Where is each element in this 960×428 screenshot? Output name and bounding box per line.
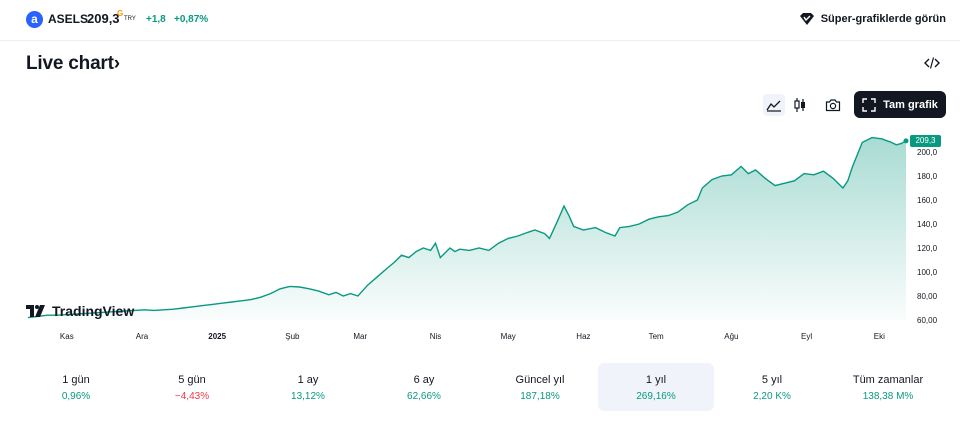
tradingview-logo[interactable]: TradingView xyxy=(26,303,134,319)
x-axis-tick-label: 2025 xyxy=(208,332,226,341)
live-chart-title-text: Live chart xyxy=(26,53,114,74)
symbol-header-bar: a ASELS 209,3 G TRY +1,8 +0,87% Süper-gr… xyxy=(0,0,960,41)
period-tab[interactable]: 6 ay 62,66% xyxy=(366,363,482,411)
candlestick-icon xyxy=(794,98,805,112)
super-charts-link[interactable]: Süper-grafiklerde görün xyxy=(799,12,946,26)
x-axis-tick-label: Eyl xyxy=(801,332,812,341)
period-tab[interactable]: 1 ay 13,12% xyxy=(250,363,366,411)
period-change-value: 2,20 K% xyxy=(753,391,791,402)
candlestick-button[interactable] xyxy=(789,94,811,116)
period-change-value: −4,43% xyxy=(174,391,210,402)
x-axis-tick-label: May xyxy=(501,332,516,341)
chevron-right-icon: › xyxy=(113,53,120,74)
y-axis-tick-label: 140,0 xyxy=(917,220,938,229)
period-change-value: 62,66% xyxy=(407,391,441,402)
period-label: 1 gün xyxy=(62,374,90,386)
embed-code-icon[interactable] xyxy=(924,56,940,70)
screenshot-button[interactable] xyxy=(822,94,844,116)
y-axis-tick-label: 180,0 xyxy=(917,172,938,181)
area-chart-button[interactable] xyxy=(763,94,785,116)
period-label: 5 gün xyxy=(178,374,206,386)
x-axis-tick-label: Şub xyxy=(285,332,300,341)
price-chart[interactable]: 60,00 80,00 100,0 120,0 140,0 160,0 180,0 200,0… xyxy=(0,120,960,345)
y-axis-tick-label: 100,0 xyxy=(917,268,938,277)
y-axis-tick-label: 120,0 xyxy=(917,244,938,253)
currency-label: TRY xyxy=(124,16,136,22)
x-axis-tick-label: Mar xyxy=(353,332,367,341)
period-tab[interactable]: 5 yıl 2,20 K% xyxy=(714,363,830,411)
fullscreen-chart-button[interactable]: Tam grafik xyxy=(854,91,946,118)
x-axis-tick-label: Tem xyxy=(649,332,664,341)
x-axis-tick-label: Ağu xyxy=(724,332,738,341)
period-tab[interactable]: Tüm zamanlar 138,38 M% xyxy=(830,363,946,411)
period-tab[interactable]: 1 yıl 269,16% xyxy=(598,363,714,411)
last-price-point xyxy=(903,138,909,144)
super-charts-icon xyxy=(799,13,814,25)
period-tab[interactable]: 5 gün −4,43% xyxy=(134,363,250,411)
last-price-tag: 209,3 xyxy=(910,134,941,147)
fullscreen-label: Tam grafik xyxy=(883,98,938,111)
period-change-value: 138,38 M% xyxy=(862,391,914,402)
price-change: +1,8 xyxy=(146,14,166,25)
x-axis-tick-label: Ara xyxy=(136,332,149,341)
performance-periods: 1 gün 0,96% 5 gün −4,43% 1 ay 13,12% 6 ay 62,66… xyxy=(18,363,946,411)
price-area-fill xyxy=(28,137,906,320)
tradingview-icon xyxy=(26,305,45,317)
price-line xyxy=(27,136,907,319)
y-axis-tick-label: 200,0 xyxy=(917,148,938,157)
tradingview-wordmark: TradingView xyxy=(52,303,135,319)
y-axis-tick-label: 160,0 xyxy=(917,196,938,205)
super-charts-label: Süper-grafiklerde görün xyxy=(820,13,946,25)
period-change-value: 13,12% xyxy=(291,391,325,402)
live-chart-title[interactable]: Live chart› xyxy=(26,53,120,75)
period-change-value: 187,18% xyxy=(520,391,560,402)
price-chart-svg: 60,00 80,00 100,0 120,0 140,0 160,0 180,0 200,0… xyxy=(27,136,938,341)
y-axis-tick-label: 80,00 xyxy=(917,292,938,301)
period-label: 1 ay xyxy=(297,374,319,386)
period-label: 6 ay xyxy=(413,374,435,386)
asels-logo-icon[interactable]: a xyxy=(26,11,43,28)
symbol-price: 209,3 xyxy=(87,11,120,26)
camera-icon xyxy=(825,99,841,112)
y-axis-tick-label: 60,00 xyxy=(917,316,938,325)
period-change-value: 0,96% xyxy=(61,391,91,402)
fullscreen-icon xyxy=(862,97,876,112)
period-tab[interactable]: Güncel yıl 187,18% xyxy=(482,363,598,411)
period-label: 1 yıl xyxy=(645,374,667,386)
x-axis-tick-label: Eki xyxy=(874,332,885,341)
x-axis-tick-label: Haz xyxy=(576,332,590,341)
price-change-percent: +0,87% xyxy=(174,14,209,25)
symbol-name[interactable]: ASELS xyxy=(48,12,89,26)
period-tab[interactable]: 1 gün 0,96% xyxy=(18,363,134,411)
period-label: Tüm zamanlar xyxy=(852,374,924,386)
price-superscript: G xyxy=(117,9,124,18)
period-change-value: 269,16% xyxy=(636,391,676,402)
x-axis-tick-label: Kas xyxy=(60,332,74,341)
x-axis-tick-label: Nis xyxy=(430,332,442,341)
period-label: Güncel yıl xyxy=(515,374,565,386)
area-chart-icon xyxy=(766,100,781,112)
period-label: 5 yıl xyxy=(761,374,783,386)
